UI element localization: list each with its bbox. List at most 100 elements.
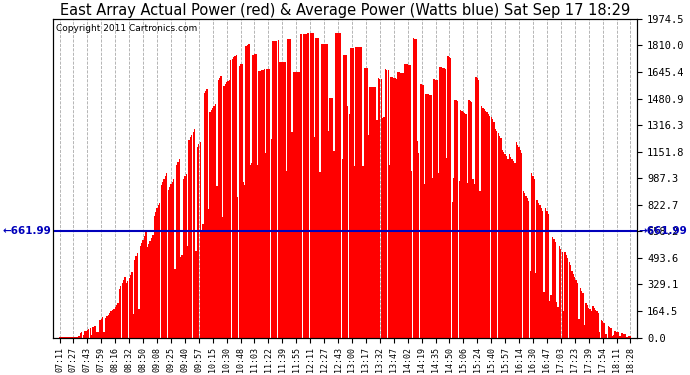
Bar (556, 302, 558, 338)
Bar (436, 80, 437, 338)
Bar (162, 182, 164, 338)
Bar (589, 309, 591, 338)
Bar (623, 334, 624, 338)
Bar (366, 68, 368, 338)
Bar (240, 64, 241, 338)
Bar (414, 39, 415, 338)
Bar (413, 39, 414, 338)
Bar (286, 171, 287, 338)
Bar (261, 70, 262, 338)
Bar (361, 47, 362, 338)
Bar (485, 111, 486, 338)
Bar (357, 47, 358, 338)
Bar (326, 44, 328, 338)
Bar (443, 68, 444, 338)
Bar (395, 78, 396, 338)
Bar (598, 313, 599, 338)
Bar (230, 60, 231, 338)
Bar (194, 129, 195, 338)
Bar (304, 34, 305, 338)
Bar (558, 307, 559, 338)
Bar (545, 208, 546, 338)
Title: East Array Actual Power (red) & Average Power (Watts blue) Sat Sep 17 18:29: East Array Actual Power (red) & Average … (60, 3, 630, 18)
Bar (595, 309, 596, 338)
Bar (233, 57, 235, 338)
Bar (303, 34, 304, 338)
Bar (455, 100, 457, 338)
Bar (469, 100, 470, 338)
Bar (298, 72, 299, 338)
Bar (575, 280, 577, 338)
Bar (567, 258, 569, 338)
Text: Copyright 2011 Cartronics.com: Copyright 2011 Cartronics.com (55, 24, 197, 33)
Bar (466, 114, 467, 338)
Bar (439, 67, 440, 338)
Bar (459, 182, 460, 338)
Bar (627, 337, 629, 338)
Bar (337, 33, 339, 338)
Bar (246, 46, 247, 338)
Bar (555, 242, 556, 338)
Bar (206, 89, 208, 338)
Bar (157, 209, 158, 338)
Bar (606, 334, 607, 338)
Bar (522, 191, 524, 338)
Bar (515, 142, 517, 338)
Bar (403, 74, 404, 338)
Bar (622, 333, 623, 338)
Bar (315, 38, 317, 338)
Bar (619, 336, 620, 338)
Bar (251, 164, 253, 338)
Bar (229, 80, 230, 338)
Bar (137, 253, 138, 338)
Bar (407, 64, 408, 338)
Bar (593, 308, 595, 338)
Bar (373, 87, 375, 338)
Bar (429, 95, 431, 338)
Bar (181, 255, 183, 338)
Bar (504, 154, 506, 338)
Bar (336, 33, 337, 338)
Bar (564, 252, 566, 338)
Bar (553, 239, 555, 338)
Bar (106, 316, 108, 338)
Bar (294, 72, 295, 338)
Bar (346, 55, 347, 338)
Bar (319, 171, 321, 338)
Bar (184, 176, 186, 338)
Bar (424, 184, 425, 338)
Bar (123, 280, 124, 338)
Bar (526, 198, 528, 338)
Bar (257, 165, 258, 338)
Bar (244, 185, 246, 338)
Bar (447, 56, 448, 338)
Bar (299, 34, 301, 338)
Bar (113, 309, 115, 338)
Bar (331, 98, 332, 338)
Bar (588, 308, 589, 338)
Bar (596, 311, 598, 338)
Bar (574, 277, 575, 338)
Bar (408, 65, 410, 338)
Bar (131, 272, 132, 338)
Bar (333, 151, 335, 338)
Bar (68, 337, 70, 338)
Bar (604, 334, 606, 338)
Bar (199, 142, 201, 338)
Bar (525, 196, 526, 338)
Bar (410, 65, 411, 338)
Bar (243, 182, 244, 338)
Bar (179, 159, 180, 338)
Bar (496, 131, 497, 338)
Bar (259, 71, 261, 338)
Bar (488, 114, 489, 338)
Bar (217, 80, 219, 338)
Bar (201, 230, 202, 338)
Bar (226, 82, 227, 338)
Bar (144, 236, 145, 338)
Bar (109, 313, 110, 338)
Bar (344, 55, 346, 338)
Bar (216, 186, 217, 338)
Bar (287, 39, 288, 338)
Bar (116, 305, 117, 338)
